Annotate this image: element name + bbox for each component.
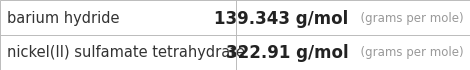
Text: nickel(II) sulfamate tetrahydrate: nickel(II) sulfamate tetrahydrate bbox=[7, 45, 245, 60]
Text: 139.343 g/mol: 139.343 g/mol bbox=[214, 10, 348, 28]
Text: (grams per mole): (grams per mole) bbox=[353, 46, 463, 59]
Text: barium hydride: barium hydride bbox=[7, 11, 119, 26]
Text: (grams per mole): (grams per mole) bbox=[353, 12, 463, 25]
Text: 322.91 g/mol: 322.91 g/mol bbox=[226, 43, 348, 62]
